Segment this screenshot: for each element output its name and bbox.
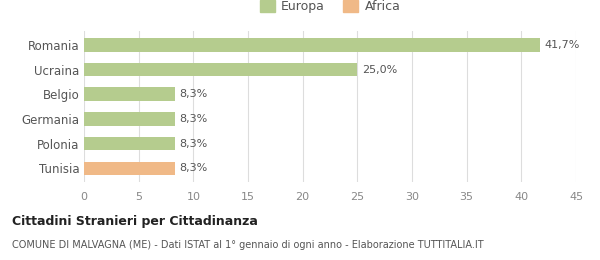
Bar	[84, 137, 175, 151]
Text: 8,3%: 8,3%	[179, 89, 208, 99]
Bar	[84, 63, 358, 76]
Text: 25,0%: 25,0%	[362, 64, 397, 75]
Bar	[84, 38, 540, 52]
Bar	[84, 112, 175, 126]
Text: 41,7%: 41,7%	[544, 40, 580, 50]
Text: Cittadini Stranieri per Cittadinanza: Cittadini Stranieri per Cittadinanza	[12, 214, 258, 228]
Bar	[84, 87, 175, 101]
Text: 8,3%: 8,3%	[179, 139, 208, 149]
Text: 8,3%: 8,3%	[179, 114, 208, 124]
Bar	[84, 161, 175, 175]
Text: COMUNE DI MALVAGNA (ME) - Dati ISTAT al 1° gennaio di ogni anno - Elaborazione T: COMUNE DI MALVAGNA (ME) - Dati ISTAT al …	[12, 240, 484, 250]
Legend: Europa, Africa: Europa, Africa	[254, 0, 406, 18]
Text: 8,3%: 8,3%	[179, 163, 208, 173]
